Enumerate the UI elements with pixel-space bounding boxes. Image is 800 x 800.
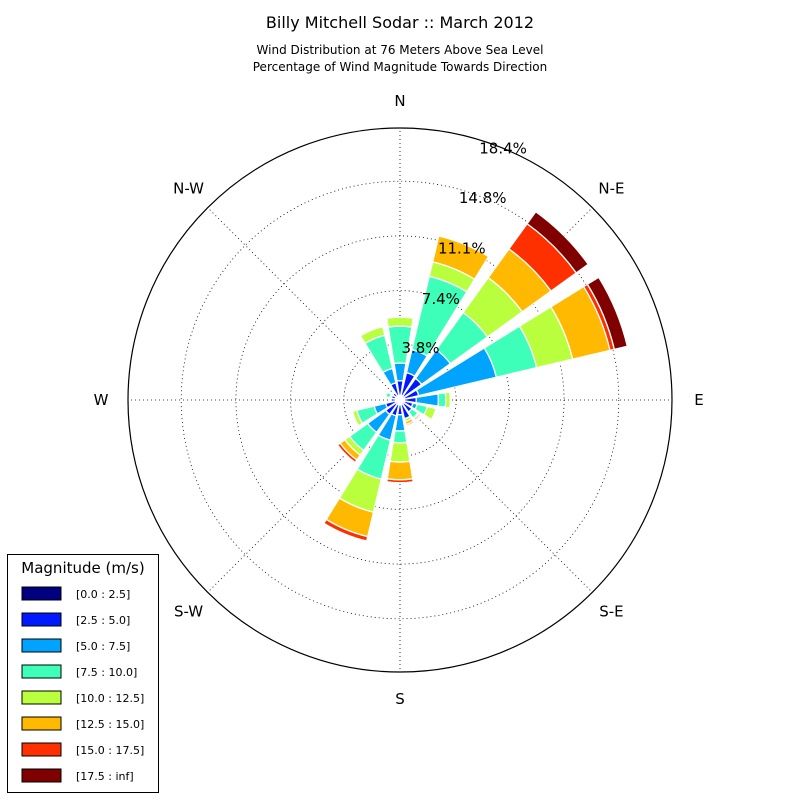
wind-bar-segment xyxy=(389,441,411,463)
grid-spoke xyxy=(207,399,401,593)
wind-bar-segment xyxy=(359,325,386,345)
direction-label: S-E xyxy=(599,602,623,620)
wind-bar-segment xyxy=(586,276,629,351)
wind-bar-segment xyxy=(423,405,437,421)
legend-label: [17.5 : inf] xyxy=(76,770,134,783)
ring-label: 14.8% xyxy=(459,189,507,207)
polar-labels: N N-E E S-E S S-W W N-W 3.8% 7.4% 11.1% 14.8% 18.4% xyxy=(94,92,704,708)
legend-label: [12.5 : 15.0] xyxy=(76,718,144,731)
wind-bar-segment xyxy=(404,420,415,427)
wind-bar-segment xyxy=(431,235,490,281)
legend-swatch xyxy=(21,690,62,705)
legend-swatch xyxy=(21,742,62,757)
chart-subtitle-line-1: Wind Distribution at 76 Meters Above Sea… xyxy=(257,43,544,57)
direction-label: N-W xyxy=(173,180,204,198)
grid-spoke xyxy=(399,399,593,593)
grid-ring xyxy=(180,180,620,620)
grid-ring xyxy=(290,290,510,510)
legend-swatch xyxy=(21,768,62,783)
wind-bar-segment xyxy=(392,429,408,444)
ring-label: 7.4% xyxy=(422,290,460,308)
wind-bar-segment xyxy=(336,442,358,464)
legend-swatch xyxy=(21,716,62,731)
legend-swatch xyxy=(21,612,62,627)
direction-label: S-W xyxy=(174,602,203,620)
chart-subtitle-line-2: Percentage of Wind Magnitude Towards Dir… xyxy=(253,60,547,74)
direction-label: E xyxy=(694,391,703,409)
wind-bar-segment xyxy=(386,478,414,484)
legend-label: [5.0 : 7.5] xyxy=(76,640,130,653)
legend-label: [2.5 : 5.0] xyxy=(76,614,130,627)
wind-bar-segment xyxy=(393,362,407,382)
direction-label: N-E xyxy=(598,180,624,198)
legend-label: [10.0 : 12.5] xyxy=(76,692,144,705)
wind-bar-segment xyxy=(412,412,422,422)
ring-label: 11.1% xyxy=(438,239,486,257)
outer-ring xyxy=(127,127,673,673)
ring-label: 18.4% xyxy=(479,140,527,158)
legend-swatch xyxy=(21,664,62,679)
legend-swatch xyxy=(21,638,62,653)
legend-label: [7.5 : 10.0] xyxy=(76,666,137,679)
wind-bar-segment xyxy=(526,210,590,274)
wind-bar-segment xyxy=(322,518,369,542)
legend: Magnitude (m/s) [0.0 : 2.5] [2.5 : 5.0] [5.… xyxy=(7,554,159,793)
chart-title: Billy Mitchell Sodar :: March 2012 xyxy=(266,13,534,32)
wind-bar-segment xyxy=(437,391,447,409)
direction-label: S xyxy=(395,690,405,708)
wind-bar-segment xyxy=(444,391,451,409)
wind-bar-segment xyxy=(351,409,364,427)
wind-bars xyxy=(322,210,629,542)
wind-bar-segment xyxy=(390,390,396,396)
direction-label: W xyxy=(94,391,109,409)
legend-label: [0.0 : 2.5] xyxy=(76,588,130,601)
ring-label: 3.8% xyxy=(401,339,439,357)
direction-label: N xyxy=(394,92,405,110)
wind-bar-segment xyxy=(386,460,414,481)
legend-swatch xyxy=(21,586,62,601)
wind-bar-segment xyxy=(384,391,393,399)
grid-spoke xyxy=(207,207,401,401)
wind-bar-segment xyxy=(386,316,414,328)
legend-label: [15.0 : 17.5] xyxy=(76,744,144,757)
legend-title: Magnitude (m/s) xyxy=(21,559,144,577)
